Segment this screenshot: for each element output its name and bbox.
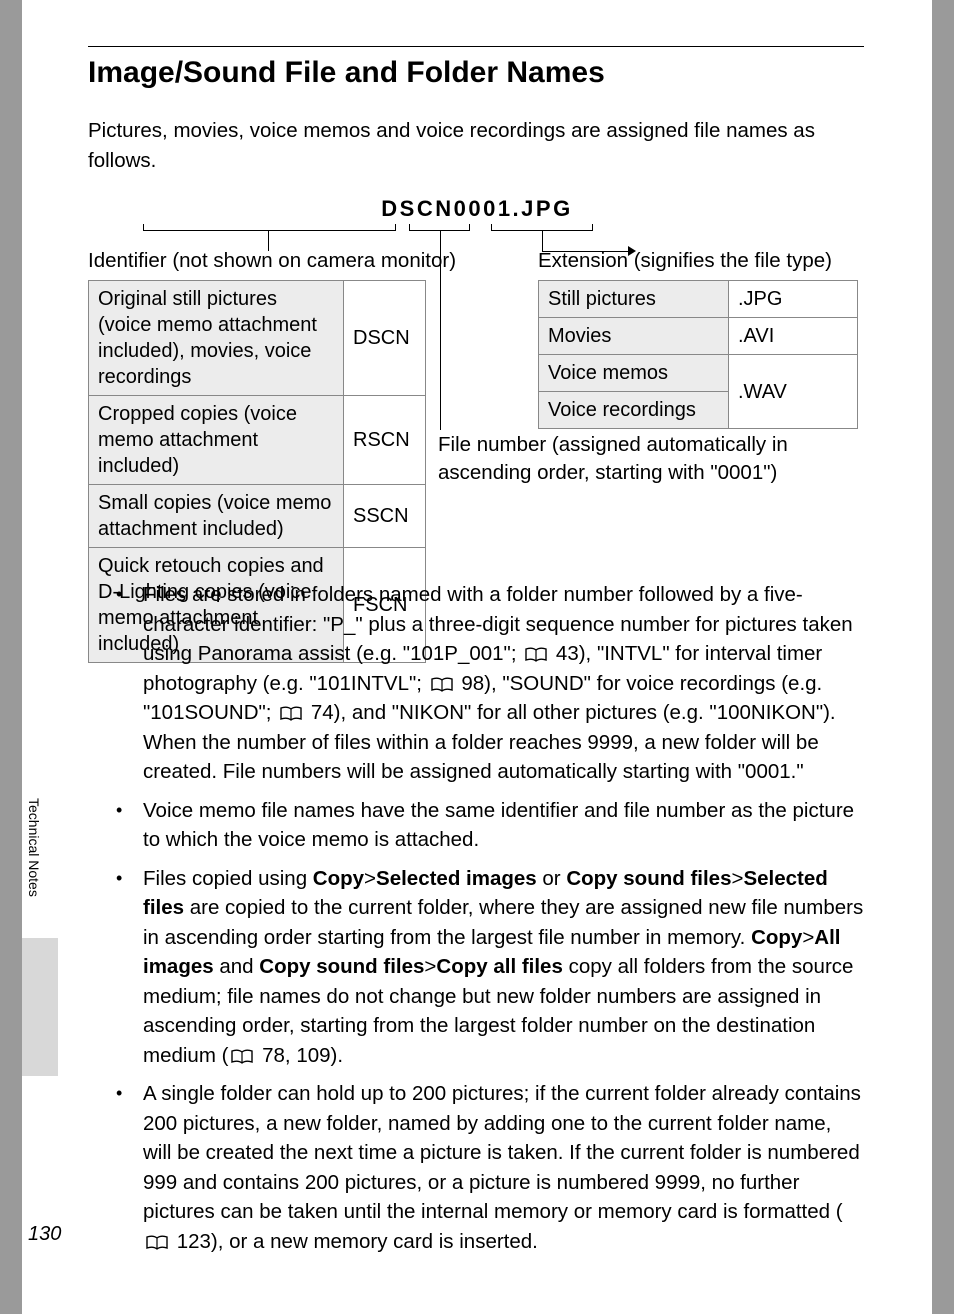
table-row: Cropped copies (voice memo attachment in… <box>89 396 426 485</box>
bracket-line <box>409 224 410 231</box>
rule-top <box>88 46 864 47</box>
gt-symbol: > <box>731 867 743 890</box>
bullet-text: or <box>537 867 567 890</box>
bracket-filenumber <box>409 230 469 231</box>
bold-text: Copy sound files <box>259 955 424 978</box>
extension-label: Extension (signifies the file type) <box>538 249 832 273</box>
list-item: Voice memo file names have the same iden… <box>143 796 864 855</box>
bold-text: Copy sound files <box>566 867 731 890</box>
list-item: Files copied using Copy>Selected images … <box>143 864 864 1071</box>
book-icon <box>430 677 454 692</box>
bold-text: Copy all files <box>436 955 562 978</box>
filename-diagram: Identifier (not shown on camera monitor)… <box>88 218 864 558</box>
identifier-desc: Cropped copies (voice memo attachment in… <box>89 396 344 485</box>
filenumber-label: File number (assigned automatically in a… <box>438 431 788 488</box>
identifier-code: SSCN <box>344 485 426 548</box>
list-item: A single folder can hold up to 200 pictu… <box>143 1079 864 1256</box>
identifier-desc: Original still pictures (voice memo atta… <box>89 281 344 396</box>
identifier-label: Identifier (not shown on camera monitor) <box>88 249 456 273</box>
extension-table: Still pictures .JPG Movies .AVI Voice me… <box>538 280 858 429</box>
bracket-line <box>592 224 593 231</box>
side-tab <box>22 938 58 1076</box>
identifier-desc: Small copies (voice memo attachment incl… <box>89 485 344 548</box>
table-row: Small copies (voice memo attachment incl… <box>89 485 426 548</box>
bullet-text: Files copied using <box>143 867 313 890</box>
bracket-line <box>542 230 543 251</box>
bullet-text: Voice memo file names have the same iden… <box>143 799 854 852</box>
bracket-line <box>491 224 492 231</box>
bullet-text: 123), or a new memory card is inserted. <box>171 1230 538 1253</box>
table-row: Original still pictures (voice memo atta… <box>89 281 426 396</box>
bullet-text: and <box>214 955 260 978</box>
table-row: Still pictures .JPG <box>539 281 858 318</box>
extension-type: Voice recordings <box>539 392 729 429</box>
bracket-line <box>143 224 144 231</box>
manual-page: Image/Sound File and Folder Names Pictur… <box>22 0 932 1314</box>
book-icon <box>279 706 303 721</box>
filenumber-label-line2: ascending order, starting with "0001") <box>438 461 777 484</box>
bold-text: Copy <box>313 867 364 890</box>
gt-symbol: > <box>364 867 376 890</box>
bracket-line <box>469 224 470 231</box>
identifier-code: DSCN <box>344 281 426 396</box>
page-number: 130 <box>28 1223 61 1246</box>
intro-paragraph: Pictures, movies, voice memos and voice … <box>88 116 864 175</box>
extension-ext: .AVI <box>729 318 858 355</box>
bullet-text: 78, 109). <box>256 1044 343 1067</box>
side-section-label: Technical Notes <box>26 798 42 897</box>
bracket-line <box>395 224 396 231</box>
bracket-identifier <box>143 230 395 231</box>
identifier-code: RSCN <box>344 396 426 485</box>
book-icon <box>230 1049 254 1064</box>
bold-text: Selected images <box>376 867 537 890</box>
bullet-text: A single folder can hold up to 200 pictu… <box>143 1082 861 1223</box>
gt-symbol: > <box>802 926 814 949</box>
extension-type: Movies <box>539 318 729 355</box>
bullet-list: Files are stored in folders named with a… <box>88 580 864 1265</box>
book-icon <box>145 1235 169 1250</box>
table-row: Voice memos .WAV <box>539 355 858 392</box>
extension-type: Still pictures <box>539 281 729 318</box>
gt-symbol: > <box>424 955 436 978</box>
page-title: Image/Sound File and Folder Names <box>88 56 605 90</box>
extension-ext: .JPG <box>729 281 858 318</box>
bracket-line <box>268 230 269 251</box>
extension-ext: .WAV <box>729 355 858 429</box>
extension-type: Voice memos <box>539 355 729 392</box>
list-item: Files are stored in folders named with a… <box>143 580 864 787</box>
filenumber-label-line1: File number (assigned automatically in <box>438 433 788 456</box>
bold-text: Copy <box>751 926 802 949</box>
book-icon <box>524 647 548 662</box>
table-row: Movies .AVI <box>539 318 858 355</box>
